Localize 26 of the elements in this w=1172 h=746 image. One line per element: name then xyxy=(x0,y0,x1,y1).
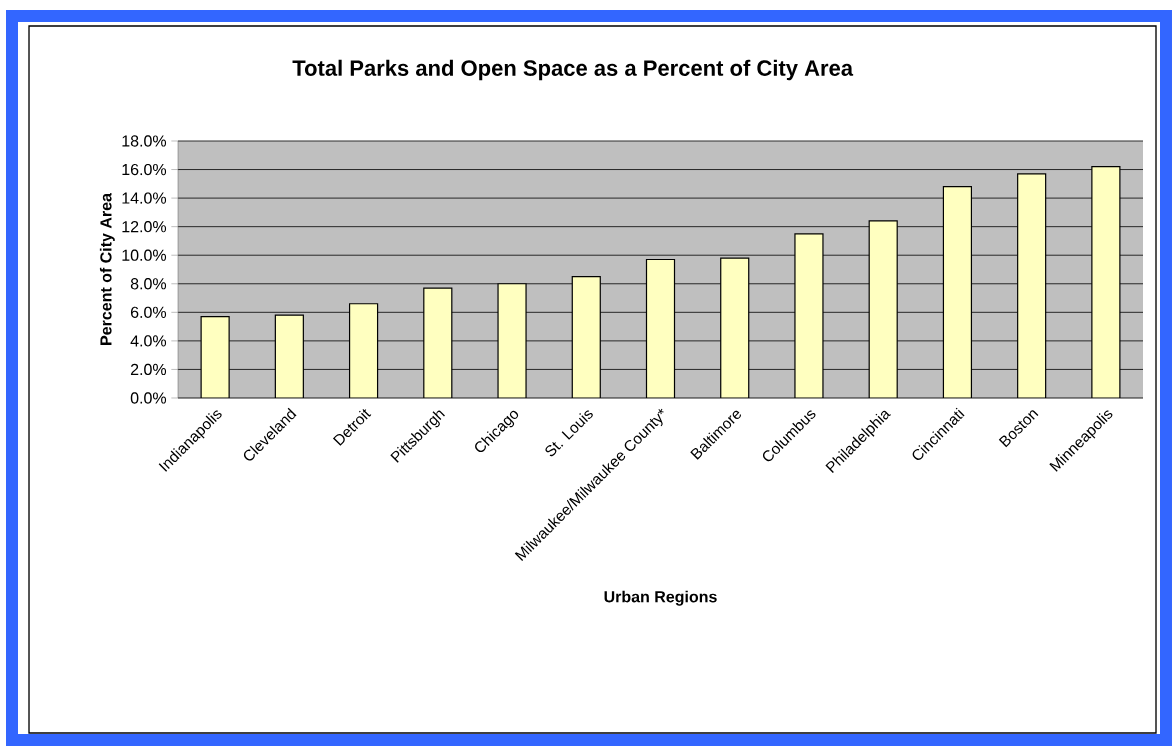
bar xyxy=(274,314,304,398)
y-tick-label: 2.0% xyxy=(130,363,167,376)
y-axis-title: Percent of City Area xyxy=(99,192,115,345)
y-tick-label: 0.0% xyxy=(130,392,167,404)
y-tick-label: 12.0% xyxy=(122,221,167,233)
bar xyxy=(200,316,230,398)
y-tick-label: 4.0% xyxy=(130,335,167,347)
chart-title: Total Parks and Open Space as a Percent of City Area xyxy=(292,59,854,81)
bar xyxy=(1091,166,1121,398)
y-tick-label: 14.0% xyxy=(122,192,167,204)
y-tick-label: 8.0% xyxy=(130,278,167,290)
bar xyxy=(942,186,973,398)
y-tick-label: 6.0% xyxy=(130,306,167,318)
y-tick-label: 10.0% xyxy=(122,249,167,261)
bar xyxy=(348,303,379,398)
bar xyxy=(1017,173,1047,398)
x-axis-title: Urban Regions xyxy=(604,590,717,606)
bar xyxy=(497,283,527,398)
bar xyxy=(423,287,453,398)
y-tick-label: 18.0% xyxy=(122,135,167,147)
bar xyxy=(868,220,898,398)
bar xyxy=(645,258,676,398)
bar xyxy=(720,257,750,398)
y-tick-label: 16.0% xyxy=(122,163,167,176)
bar xyxy=(794,233,824,398)
bar xyxy=(571,276,601,398)
